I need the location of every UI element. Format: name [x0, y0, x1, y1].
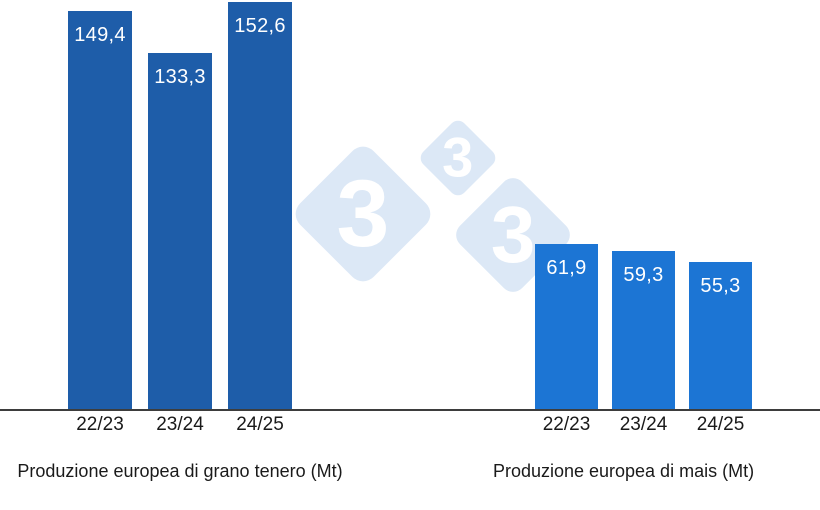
x-tick-row: 22/23 23/24 24/25: [535, 414, 752, 436]
bars-group: 61,9 59,3 55,3: [535, 0, 752, 409]
watermark-digit: 3: [336, 160, 390, 267]
bar-value-label: 61,9: [546, 257, 587, 279]
bar-value-label: 55,3: [700, 275, 741, 297]
chart-title: Produzione europea di grano tenero (Mt): [17, 461, 343, 481]
x-tick-label: 23/24: [156, 414, 204, 435]
watermark-digit: 3: [442, 126, 474, 189]
chart-grano-tenero: 149,4 133,3 152,6 22/23 23/24 24/25 Produzio…: [17, 0, 343, 510]
bar-value-label: 152,6: [234, 15, 286, 37]
x-tick-label: 24/25: [696, 414, 745, 435]
x-tick-label: 22/23: [76, 414, 124, 435]
watermark-diamond-small: 3: [416, 116, 500, 200]
bar-23-24: 133,3: [148, 53, 212, 409]
bar-22-23: 149,4: [68, 11, 132, 409]
x-tick-label: 23/24: [619, 414, 668, 435]
watermark-diamond-large: 3: [289, 140, 437, 288]
watermark-digit: 3: [490, 190, 536, 279]
x-tick-label: 24/25: [236, 414, 284, 435]
x-tick-row: 22/23 23/24 24/25: [68, 414, 292, 436]
bar-value-label: 149,4: [74, 24, 126, 46]
bar-22-23: 61,9: [535, 244, 598, 409]
bar-24-25: 55,3: [689, 262, 752, 409]
bar-23-24: 59,3: [612, 251, 675, 409]
chart-title: Produzione europea di mais (Mt): [492, 461, 755, 481]
bar-value-label: 133,3: [154, 66, 206, 88]
x-tick-label: 22/23: [542, 414, 591, 435]
bars-group: 149,4 133,3 152,6: [68, 0, 292, 409]
bar-24-25: 152,6: [228, 2, 292, 409]
bar-value-label: 59,3: [623, 264, 664, 286]
x-axis-line: [0, 409, 820, 411]
chart-mais: 61,9 59,3 55,3 22/23 23/24 24/25 Produzione …: [493, 0, 754, 510]
